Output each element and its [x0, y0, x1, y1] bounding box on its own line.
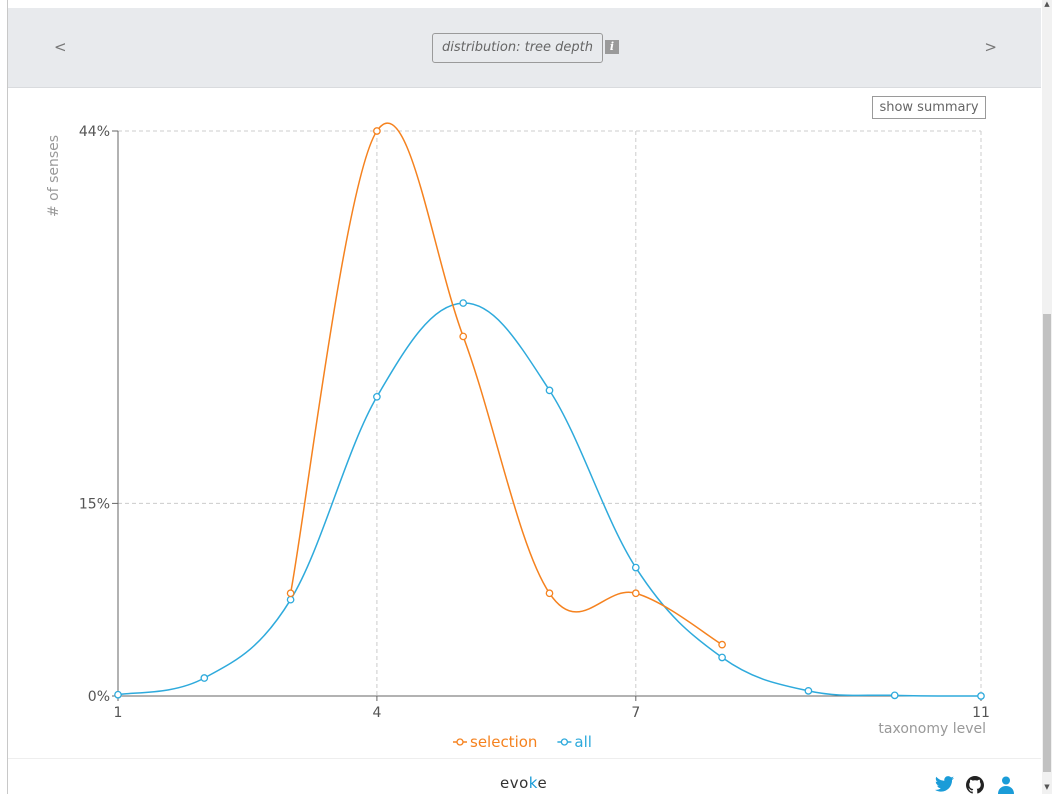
- series-line-selection: [289, 122, 723, 646]
- user-icon[interactable]: [998, 776, 1014, 798]
- legend-label: all: [574, 733, 592, 751]
- brand-logo[interactable]: evoke: [500, 774, 547, 792]
- x-tick-label: 4: [372, 705, 381, 721]
- scrollbar-thumb[interactable]: [1043, 314, 1051, 772]
- twitter-icon[interactable]: [935, 776, 954, 796]
- y-tick-label: 0%: [88, 689, 110, 705]
- brand-text-end: e: [537, 774, 548, 792]
- page-border: [7, 0, 8, 794]
- y-axis-label: # of senses: [46, 135, 62, 217]
- data-point-selection: [631, 589, 640, 598]
- data-point-selection: [286, 589, 295, 598]
- data-point-selection: [373, 127, 381, 135]
- data-point-all: [631, 563, 640, 572]
- data-point-all: [890, 691, 899, 700]
- data-point-all: [804, 687, 813, 695]
- next-view-button[interactable]: >: [984, 38, 997, 56]
- data-point-selection: [459, 332, 468, 341]
- distribution-chart: 0% 15% 44% 1 4 7 11 # of senses taxonomy level se…: [46, 122, 990, 751]
- show-summary-button[interactable]: show summary: [872, 96, 986, 119]
- data-point-all: [718, 653, 726, 662]
- legend-label: selection: [470, 733, 537, 751]
- data-point-all: [200, 674, 209, 682]
- data-point-all: [977, 692, 985, 700]
- data-point-all: [545, 386, 554, 395]
- footer-divider: [8, 758, 1041, 759]
- data-point-selection: [718, 640, 726, 649]
- view-title[interactable]: distribution: tree depth: [432, 33, 604, 63]
- github-icon[interactable]: [966, 776, 984, 798]
- x-tick-label: 11: [972, 705, 990, 721]
- y-tick-label: 44%: [79, 124, 110, 140]
- brand-text-accent: k: [528, 774, 538, 792]
- data-point-all: [286, 595, 295, 604]
- data-point-all: [114, 690, 122, 699]
- chart-area: 0% 15% 44% 1 4 7 11 # of senses taxonomy level se…: [46, 122, 990, 751]
- brand-text-start: evo: [500, 774, 529, 792]
- prev-view-button[interactable]: <: [54, 38, 67, 56]
- data-point-all: [373, 392, 381, 401]
- y-tick-label: 15%: [79, 496, 110, 512]
- data-point-selection: [545, 589, 554, 598]
- x-tick-label: 7: [631, 705, 640, 721]
- x-tick-label: 1: [114, 705, 123, 721]
- series-line-all: [117, 302, 982, 697]
- info-icon[interactable]: i: [605, 40, 619, 54]
- legend-swatch-marker: [560, 738, 569, 746]
- scroll-up-arrow[interactable]: ▲: [1044, 0, 1050, 8]
- legend-swatch-marker: [456, 738, 464, 746]
- x-axis-label: taxonomy level: [878, 721, 986, 737]
- view-header: < distribution: tree depth i >: [8, 8, 1041, 88]
- data-point-all: [459, 299, 468, 307]
- scroll-down-arrow[interactable]: ▼: [1044, 783, 1050, 791]
